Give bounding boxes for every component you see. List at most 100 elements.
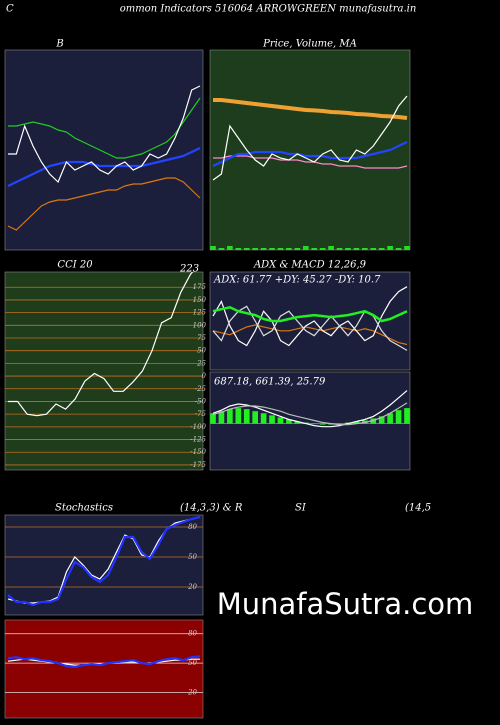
bar <box>243 409 250 424</box>
panel-title: ADX & MACD 12,26,9 <box>253 260 367 271</box>
y-tick-label: -150 <box>190 448 206 456</box>
y-tick-label: 25 <box>196 359 206 367</box>
series-line <box>8 97 201 159</box>
series-line <box>8 272 194 417</box>
bar <box>235 408 242 424</box>
stoch-title: (14,3,3) & R <box>180 503 243 514</box>
panel-title: B <box>55 39 63 50</box>
bar <box>210 413 216 424</box>
series-line <box>212 286 408 347</box>
bar <box>218 411 225 424</box>
series-line <box>212 390 408 428</box>
series-line <box>212 141 408 167</box>
watermark: MunafaSutra.com <box>217 587 474 621</box>
bar <box>395 248 402 250</box>
bar <box>243 248 250 250</box>
bar <box>277 248 284 250</box>
bar <box>210 246 216 250</box>
bar <box>378 416 385 424</box>
panel-plot <box>5 272 203 466</box>
bar <box>328 246 334 250</box>
y-tick-label: 0 <box>202 372 207 380</box>
bar <box>370 248 377 250</box>
series-line <box>7 655 201 669</box>
bar <box>336 248 343 250</box>
bar <box>252 248 259 250</box>
annotation: 223 <box>179 264 199 275</box>
bar <box>319 423 326 425</box>
panel <box>4 514 204 616</box>
series-line <box>212 305 408 323</box>
bar <box>404 408 410 424</box>
panel-plot <box>5 633 203 693</box>
bar <box>387 413 393 424</box>
bar <box>294 248 301 250</box>
y-tick-label: -175 <box>190 461 206 469</box>
y-tick-label: 50 <box>188 553 197 561</box>
panel <box>4 49 204 251</box>
panel <box>209 371 411 471</box>
panel-title: Price, Volume, MA <box>262 39 357 50</box>
panel-plot <box>5 515 203 607</box>
y-tick-label: -50 <box>195 397 207 405</box>
y-tick-label: 75 <box>197 334 206 342</box>
series-line <box>8 85 201 184</box>
y-tick-label: 150 <box>193 296 207 304</box>
y-tick-label: -100 <box>190 423 206 431</box>
bar <box>311 248 318 250</box>
bar <box>404 246 410 250</box>
series-line <box>7 515 201 607</box>
bar <box>361 248 368 250</box>
panel-plot <box>212 286 408 351</box>
series-line <box>213 98 408 120</box>
bar <box>227 409 233 424</box>
y-tick-label: 50 <box>188 659 197 667</box>
y-tick-label: -75 <box>195 410 207 418</box>
bar <box>353 248 360 250</box>
bar <box>218 248 225 250</box>
bar <box>260 413 267 424</box>
y-tick-label: 20 <box>187 583 197 591</box>
panel <box>4 619 204 719</box>
y-tick-label: -125 <box>190 436 206 444</box>
panel-plot <box>7 85 201 231</box>
y-tick-label: 50 <box>197 347 206 355</box>
y-tick-label: 20 <box>187 689 197 697</box>
bar <box>336 423 343 425</box>
series-line <box>213 155 408 169</box>
bar <box>395 410 402 424</box>
bar <box>294 421 301 424</box>
bar <box>387 246 393 250</box>
panel <box>209 49 411 251</box>
bar <box>260 248 267 250</box>
bar <box>252 411 259 424</box>
y-tick-label: 80 <box>188 630 197 638</box>
bar <box>227 246 233 250</box>
y-tick-label: 80 <box>188 523 197 531</box>
y-tick-label: 175 <box>193 283 207 291</box>
bar <box>311 423 318 425</box>
page-title: ommon Indicators 516064 ARROWGREEN munaf… <box>120 4 417 15</box>
panel-plot <box>210 95 410 250</box>
corner-label: C <box>6 4 14 15</box>
panel-plot <box>210 390 410 428</box>
series-line <box>212 402 408 426</box>
bar <box>378 248 385 250</box>
series-line <box>7 147 201 187</box>
bar <box>319 248 326 250</box>
series-line <box>212 305 408 351</box>
series-line <box>7 177 201 231</box>
panel <box>4 271 204 471</box>
stoch-title: Stochastics <box>55 503 113 514</box>
panel-title: CCI 20 <box>57 260 93 271</box>
bar <box>286 248 292 250</box>
series-line <box>212 95 408 181</box>
rsi-title: (14,5 <box>405 503 431 514</box>
bar <box>235 248 242 250</box>
rsi-title: SI <box>295 503 307 514</box>
annotation: 687.18, 661.39, 25.79 <box>214 377 326 388</box>
y-tick-label: 125 <box>193 309 207 317</box>
bar <box>269 415 275 424</box>
y-tick-label: 100 <box>193 321 207 329</box>
